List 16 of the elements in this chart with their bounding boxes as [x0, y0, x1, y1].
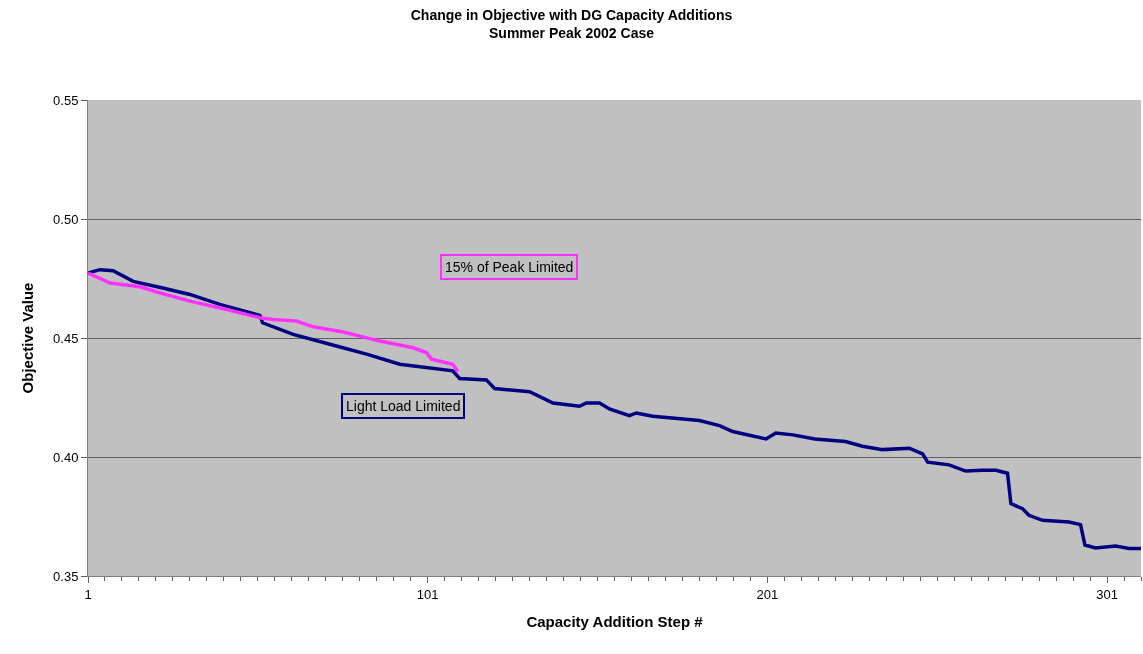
line-series	[88, 271, 460, 374]
y-tick-label: 0.45	[53, 330, 79, 346]
x-axis-title: Capacity Addition Step #	[526, 612, 704, 630]
chart-title: Change in Objective with DG Capacity Additions	[410, 6, 733, 23]
y-tick-label: 0.40	[53, 449, 79, 465]
y-tick-label: 0.35	[53, 568, 79, 584]
series-label: Light Load Limited	[346, 398, 461, 414]
y-tick-label: 0.50	[53, 211, 79, 227]
x-tick-label: 301	[1096, 586, 1118, 602]
text: 15% of Peak Limited	[445, 259, 574, 275]
x-tick-label: 101	[416, 586, 439, 602]
y-tick-label: 0.55	[53, 92, 79, 108]
x-tick-label: 1	[84, 586, 92, 602]
x-tick-label: 201	[756, 586, 779, 602]
y-axis-title: Objective Value	[19, 282, 37, 394]
chart-subtitle: Summer Peak 2002 Case	[489, 24, 655, 41]
